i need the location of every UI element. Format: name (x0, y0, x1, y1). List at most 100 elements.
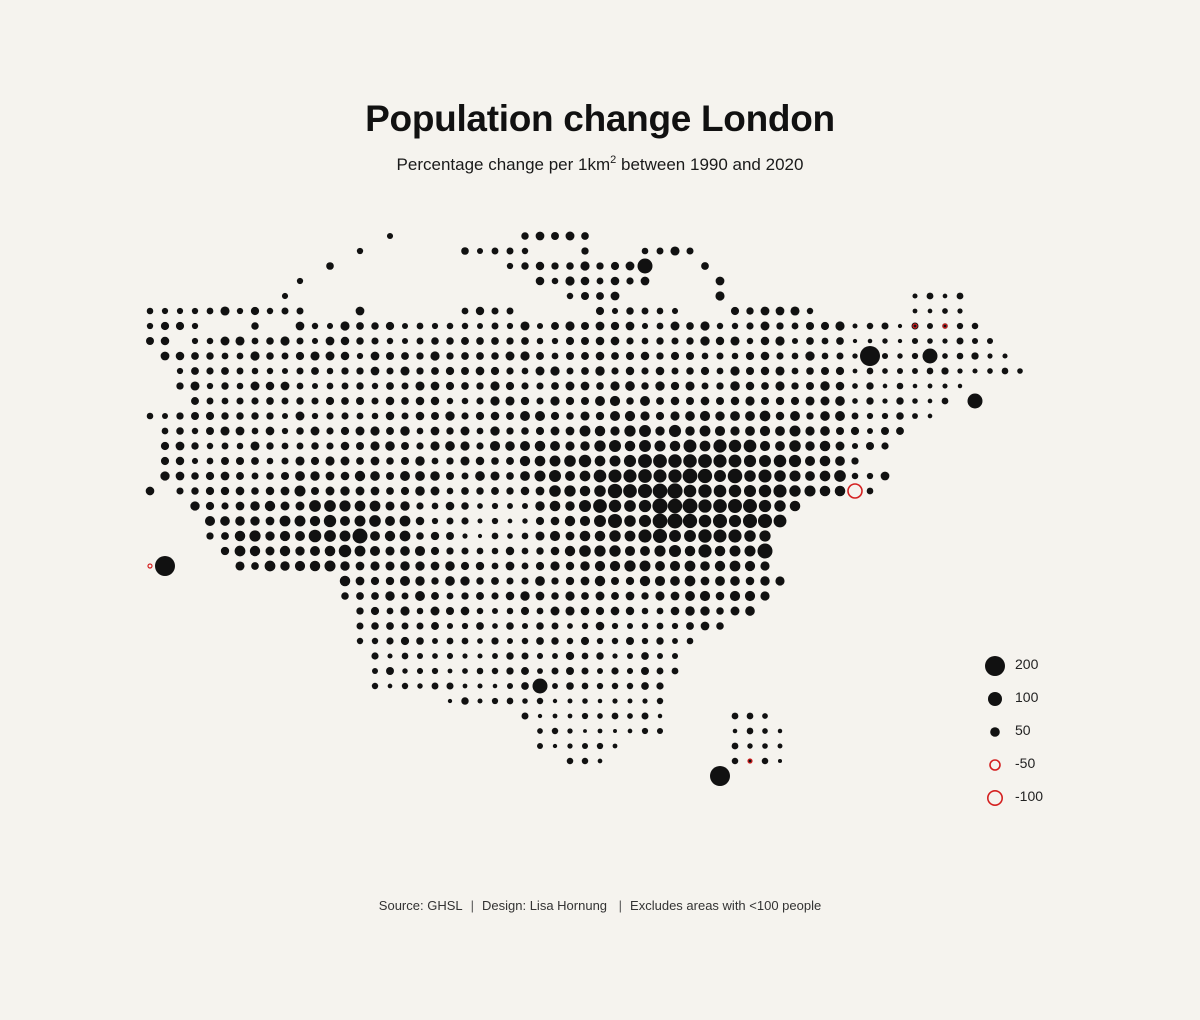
grid-dot (581, 247, 589, 255)
grid-dot (640, 546, 650, 556)
grid-dot (370, 561, 380, 571)
grid-dot (430, 561, 440, 571)
grid-dot (356, 322, 364, 330)
grid-dot (401, 652, 409, 660)
grid-dot (476, 487, 484, 495)
grid-dot (987, 368, 993, 374)
grid-dot (911, 352, 919, 360)
grid-dot (521, 247, 529, 255)
grid-dot (867, 338, 873, 344)
grid-dot (551, 382, 559, 390)
grid-dot (684, 575, 696, 587)
map-subtitle: Percentage change per 1km2 between 1990 … (0, 154, 1200, 175)
grid-dot (760, 366, 770, 376)
grid-dot (251, 412, 259, 420)
grid-dot (266, 367, 274, 375)
grid-dot (595, 306, 605, 316)
grid-dot (608, 439, 622, 453)
grid-dot (491, 352, 499, 360)
grid-dot (415, 411, 425, 421)
grid-dot (639, 440, 651, 452)
grid-dot (535, 276, 545, 286)
grid-dot (789, 425, 801, 437)
grid-dot (535, 576, 545, 586)
grid-dot (715, 576, 725, 586)
grid-dot (641, 322, 649, 330)
grid-dot (266, 307, 274, 315)
grid-dot (640, 411, 650, 421)
grid-dot (580, 291, 590, 301)
grid-dot (580, 261, 590, 271)
grid-dot (445, 576, 455, 586)
grid-dot (356, 382, 364, 390)
grid-dot (520, 396, 530, 406)
grid-dot (942, 308, 948, 314)
grid-dot (371, 397, 379, 405)
grid-dot (386, 367, 394, 375)
grid-dot (175, 321, 185, 331)
grid-dot (506, 322, 514, 330)
grid-dot (744, 560, 756, 572)
grid-dot (821, 352, 829, 360)
grid-dot (565, 231, 575, 241)
grid-dot (355, 561, 365, 571)
grid-dot (851, 457, 859, 465)
grid-dot (266, 352, 274, 360)
grid-dot (310, 471, 320, 481)
grid-dot (728, 484, 742, 498)
grid-dot (250, 351, 260, 361)
grid-dot (683, 484, 697, 498)
grid-dot (340, 471, 350, 481)
grid-dot (775, 396, 785, 406)
grid-dot (446, 682, 454, 690)
grid-dot (521, 667, 529, 675)
grid-dot (670, 321, 680, 331)
grid-dot (610, 321, 620, 331)
grid-dot (505, 561, 515, 571)
grid-dot (880, 426, 890, 436)
grid-dot (325, 396, 335, 406)
grid-dot (567, 698, 573, 704)
grid-dot (221, 352, 229, 360)
grid-dot (251, 397, 259, 405)
grid-dot (296, 367, 304, 375)
grid-dot (686, 337, 694, 345)
grid-dot (401, 322, 409, 330)
grid-dot (596, 262, 604, 270)
grid-dot (340, 486, 350, 496)
grid-dot (580, 321, 590, 331)
grid-dot (416, 367, 424, 375)
grid-dot (354, 545, 366, 557)
grid-dot (745, 381, 755, 391)
grid-dot (356, 337, 364, 345)
grid-dot (775, 411, 785, 421)
grid-dot (760, 336, 770, 346)
grid-dot (549, 485, 561, 497)
grid-dot (927, 308, 933, 314)
grid-dot (417, 683, 423, 689)
legend-item-100: 100 (978, 683, 1098, 713)
grid-dot (401, 397, 409, 405)
grid-dot (356, 397, 364, 405)
grid-dot (505, 396, 515, 406)
grid-dot (698, 529, 712, 543)
grid-dot (490, 426, 500, 436)
grid-dot (656, 667, 664, 675)
grid-dot (626, 682, 634, 690)
grid-dot (729, 545, 741, 557)
grid-dot (762, 713, 768, 719)
grid-dot (655, 561, 665, 571)
grid-dot (852, 353, 858, 359)
grid-dot (476, 322, 484, 330)
grid-dot (911, 337, 919, 345)
grid-dot (190, 501, 200, 511)
grid-dot (191, 337, 199, 345)
grid-dot (700, 621, 710, 631)
grid-dot (835, 381, 845, 391)
grid-dot (295, 501, 305, 511)
footer-source: Source: GHSL (378, 898, 463, 913)
grid-dot (491, 322, 499, 330)
grid-dot (671, 367, 679, 375)
grid-dot (235, 561, 245, 571)
grid-dot (700, 606, 710, 616)
